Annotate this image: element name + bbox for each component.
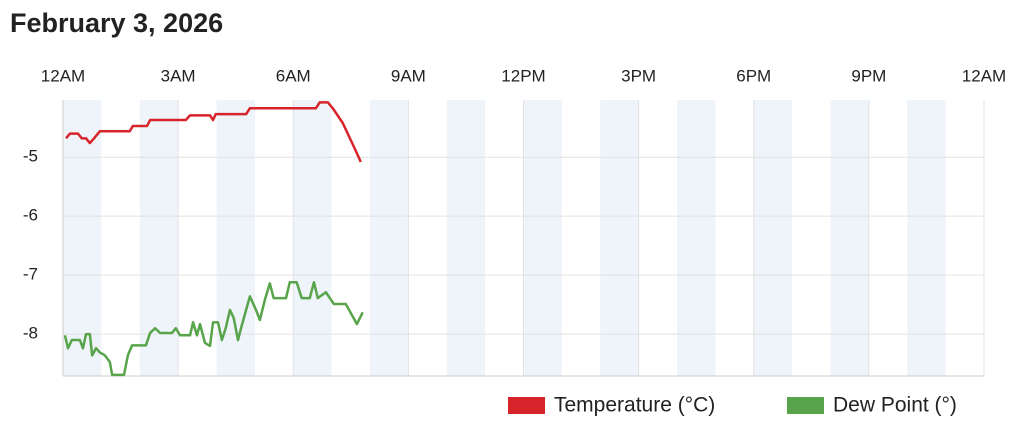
x-tick-label: 3AM	[161, 66, 196, 85]
y-tick-label: -7	[23, 265, 38, 284]
x-tick-label: 12AM	[41, 66, 85, 85]
chart-title: February 3, 2026	[10, 8, 223, 38]
legend-label: Temperature (°C)	[554, 394, 715, 417]
legend-swatch	[508, 397, 545, 414]
hour-band	[907, 100, 946, 376]
legend-swatch	[787, 397, 824, 414]
series-line	[65, 101, 362, 163]
hour-band	[293, 100, 332, 376]
hour-band	[830, 100, 869, 376]
y-tick-label: -6	[23, 206, 38, 225]
hour-band	[677, 100, 716, 376]
x-tick-label: 6AM	[276, 66, 311, 85]
y-tick-label: -5	[23, 147, 38, 166]
hour-band	[600, 100, 639, 376]
x-tick-label: 3PM	[621, 66, 656, 85]
x-tick-label: 12PM	[501, 66, 545, 85]
y-tick-label: -8	[23, 324, 38, 343]
x-tick-label: 9AM	[391, 66, 426, 85]
hour-band	[63, 100, 102, 376]
legend-label: Dew Point (°)	[833, 394, 957, 417]
hour-band	[753, 100, 793, 376]
series-line	[63, 280, 364, 377]
x-tick-label: 9PM	[851, 66, 886, 85]
hour-band	[370, 100, 409, 376]
hour-band	[139, 100, 179, 376]
x-tick-label: 6PM	[736, 66, 771, 85]
x-tick-label: 12AM	[962, 66, 1006, 85]
hour-band	[446, 100, 486, 376]
hour-band	[523, 100, 562, 376]
